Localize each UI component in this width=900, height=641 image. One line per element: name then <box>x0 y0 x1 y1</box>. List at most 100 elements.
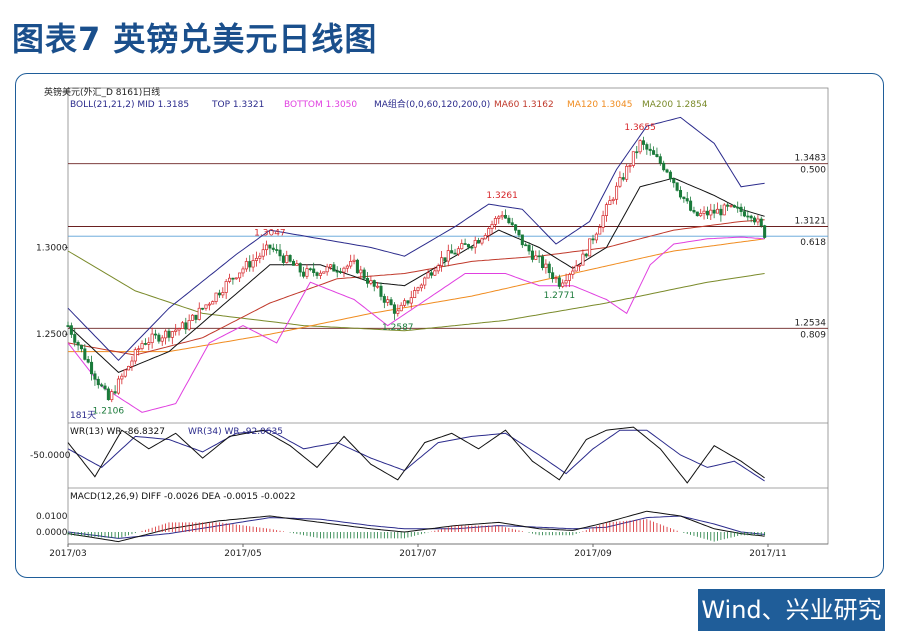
ma60-label: MA60 1.3162 <box>494 100 554 110</box>
candle-body <box>123 369 127 377</box>
candle-body <box>224 281 228 293</box>
candle-body <box>466 244 471 248</box>
candle-body <box>197 307 201 320</box>
candle-body <box>483 235 487 240</box>
candle-body <box>396 310 400 314</box>
fib-level-ratio: 0.500 <box>800 166 826 176</box>
candlestick-chart: 英镑美元(外汇_D 8161)日线 BOLL(21,21,2) MID 1.318… <box>30 86 829 559</box>
candle-body <box>254 257 258 261</box>
candle-body <box>90 361 94 375</box>
macd-dea-line <box>67 515 765 539</box>
candle-body <box>79 344 83 350</box>
candle-body <box>419 284 423 289</box>
candle-body <box>174 329 178 332</box>
macd-label: MACD(12,26,9) DIFF -0.0026 DEA -0.0015 -… <box>70 492 296 502</box>
axes-layer <box>65 87 829 547</box>
window-title: 英镑美元(外汇_D 8161)日线 <box>44 86 160 98</box>
candle-body <box>305 268 309 277</box>
panel-border <box>67 87 829 545</box>
boll-bottom-line <box>67 236 765 413</box>
candle-body <box>749 215 753 219</box>
candles-layer <box>66 136 767 542</box>
candle-body <box>76 342 80 346</box>
candle-body <box>322 271 326 274</box>
candle-body <box>705 210 709 216</box>
candle-body <box>204 304 208 309</box>
candle-body <box>315 272 319 276</box>
bands-layer <box>67 116 765 543</box>
candle-body <box>537 255 541 258</box>
candle-body <box>699 213 703 217</box>
candle-body <box>69 325 73 335</box>
candle-body <box>214 292 218 302</box>
candle-body <box>510 222 514 226</box>
boll-bottom-label: BOTTOM 1.3050 <box>284 100 357 110</box>
candle-body <box>658 156 662 164</box>
candle-body <box>456 248 460 255</box>
candle-body <box>386 299 390 303</box>
candle-body <box>621 177 625 180</box>
candle-body <box>73 334 77 343</box>
candle-body <box>116 378 121 394</box>
ma200-line <box>67 250 765 332</box>
candle-body <box>571 270 575 275</box>
candle-body <box>130 360 134 367</box>
candle-body <box>709 209 713 216</box>
ma120-line <box>68 238 765 353</box>
candle-body <box>429 272 433 276</box>
candle-body <box>423 277 427 286</box>
candle-body <box>355 259 359 274</box>
candle-body <box>251 260 255 268</box>
price-annotation: 1.2771 <box>544 291 576 301</box>
candle-body <box>409 297 413 304</box>
candle-body <box>140 343 144 350</box>
candle-body <box>127 365 131 371</box>
candle-body <box>359 269 363 274</box>
candle-body <box>106 388 110 401</box>
candle-body <box>719 208 723 216</box>
candle-body <box>291 260 296 266</box>
source-badge: Wind、兴业研究 <box>698 589 885 631</box>
candle-body <box>648 148 652 151</box>
candle-body <box>450 250 454 254</box>
candle-body <box>598 227 602 235</box>
candle-body <box>211 301 215 305</box>
candle-body <box>477 240 481 244</box>
candle-body <box>302 271 306 277</box>
candle-body <box>184 322 188 330</box>
candle-body <box>352 259 356 262</box>
x-tick-label: 2017/11 <box>749 549 786 559</box>
candle-body <box>392 304 396 314</box>
fib-level-value: 1.3483 <box>795 154 827 164</box>
candle-body <box>672 178 676 184</box>
price-annotation: 1.3047 <box>254 228 286 238</box>
candle-body <box>403 300 407 306</box>
candle-body <box>638 140 642 153</box>
candle-body <box>194 314 198 320</box>
candle-body <box>729 205 733 207</box>
candle-body <box>328 264 333 268</box>
candle-body <box>739 206 743 212</box>
candle-body <box>325 266 329 273</box>
candle-body <box>268 244 272 249</box>
candle-body <box>652 150 656 155</box>
candle-body <box>463 243 467 245</box>
candle-body <box>726 204 730 207</box>
boll-mid-line <box>67 177 765 373</box>
candle-body <box>416 287 420 291</box>
candle-body <box>275 249 279 251</box>
wr34-label: WR(34) WR -92.0635 <box>188 427 283 437</box>
fib-level-ratio: 0.618 <box>800 238 826 248</box>
days-label: 181天 <box>70 411 96 421</box>
boll-top-label: TOP 1.3321 <box>211 100 264 110</box>
candle-body <box>675 182 679 191</box>
candle-body <box>440 257 444 267</box>
candle-body <box>611 198 615 201</box>
wr34-line <box>67 429 765 482</box>
wr13-label: WR(13) WR -86.8327 <box>70 427 165 437</box>
price-annotation: 1.3261 <box>486 191 518 201</box>
labels-layer: 英镑美元(外汇_D 8161)日线 BOLL(21,21,2) MID 1.318… <box>30 86 826 559</box>
candle-body <box>372 280 376 287</box>
candle-body <box>150 333 154 343</box>
candle-body <box>625 165 629 180</box>
